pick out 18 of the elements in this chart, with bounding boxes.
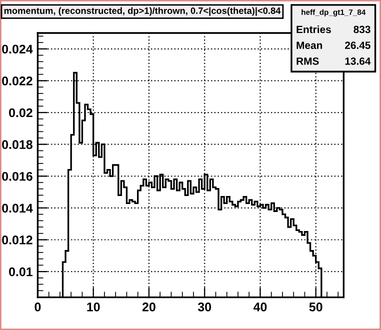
y-tick-label: 0.012 bbox=[2, 236, 32, 244]
y-tick-label: 0.01 bbox=[9, 267, 33, 276]
y-tick-label: 0.022 bbox=[2, 76, 32, 86]
y-tick-label: 0.014 bbox=[2, 204, 33, 213]
y-tick-label: 0.024 bbox=[2, 44, 33, 54]
y-tick-label: 0.016 bbox=[2, 172, 32, 181]
y-tick-label: 0.02 bbox=[9, 108, 32, 118]
text: Entries 833 bbox=[296, 26, 370, 34]
x-tick-label: 10 bbox=[87, 302, 100, 312]
x-tick-label: 30 bbox=[198, 302, 212, 312]
x-tick-label: 40 bbox=[253, 302, 267, 312]
x-tick-label: 20 bbox=[142, 302, 156, 312]
y-tick-label: 0.018 bbox=[2, 140, 32, 149]
text: RMS 13.64 bbox=[296, 57, 371, 65]
text: Mean 26.45 bbox=[296, 42, 370, 49]
chart-title: momentum, (reconstructed, dp>1)/thrown, 0.7<|cos(theta)|<0.84 bbox=[4, 7, 281, 16]
x-tick-label: 50 bbox=[309, 302, 322, 312]
x-tick-label: 0 bbox=[34, 302, 41, 312]
